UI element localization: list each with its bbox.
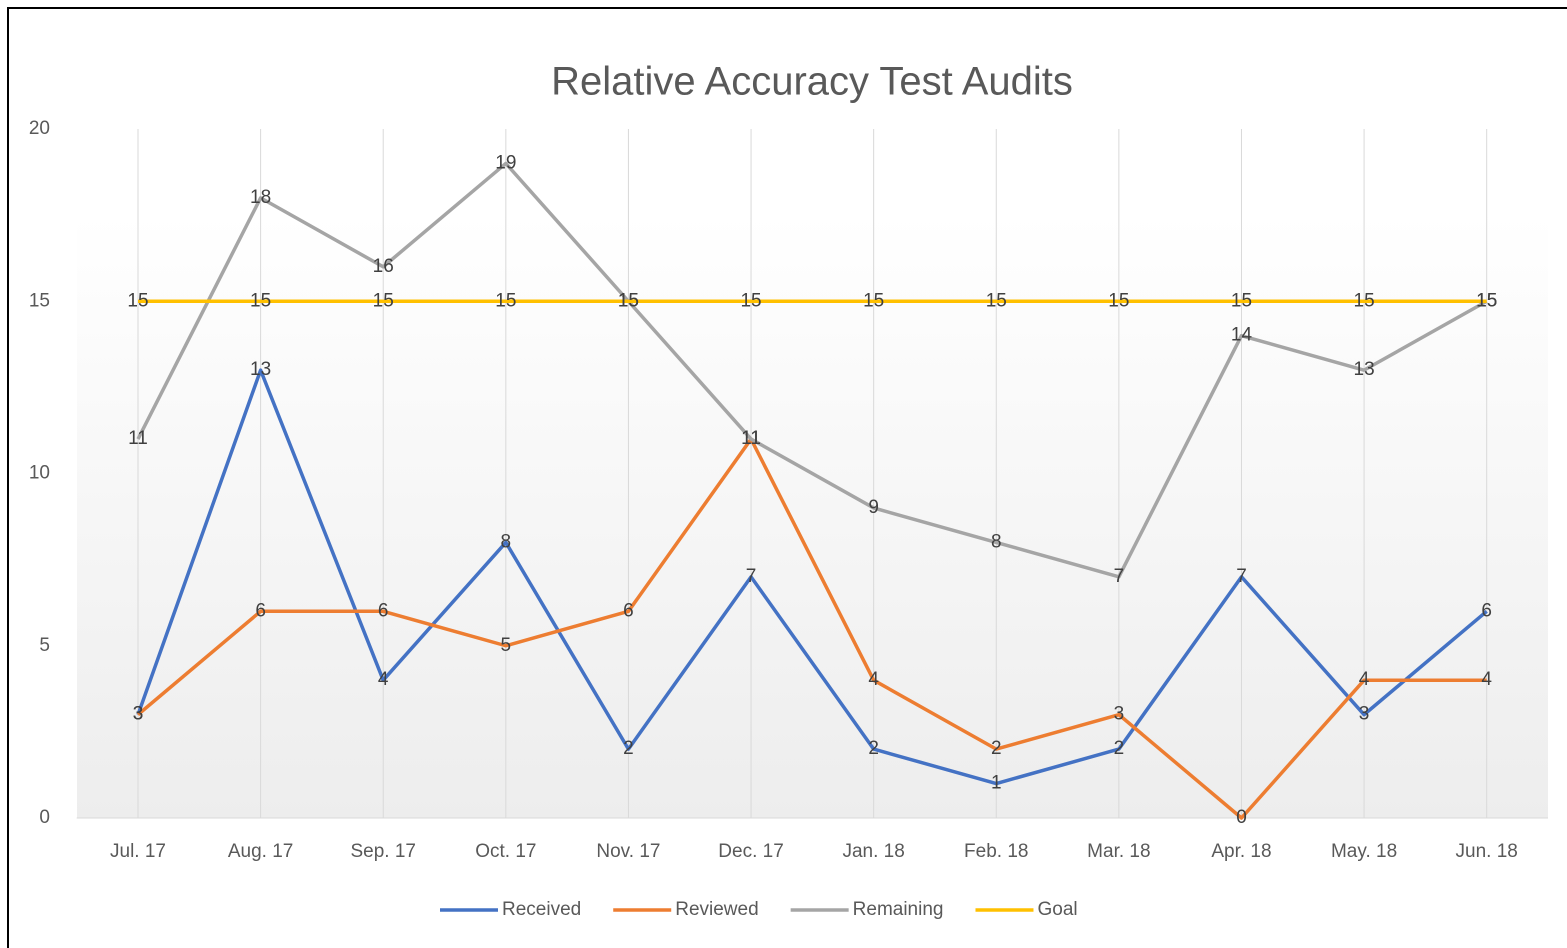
data-label: 15 [127,290,148,311]
x-tick-label: Jun. 18 [1456,841,1518,862]
x-tick-label: Feb. 18 [964,841,1028,862]
legend-label: Reviewed [675,899,758,920]
data-label: 8 [501,531,512,552]
x-tick-label: Mar. 18 [1087,841,1150,862]
y-tick-label: 20 [29,118,50,139]
data-label: 15 [863,290,884,311]
data-label: 19 [495,152,516,173]
series-line [136,368,1488,786]
data-label: 3 [133,704,144,725]
chart-title: Relative Accuracy Test Audits [551,60,1073,104]
data-label: 4 [1359,669,1370,690]
data-label: 15 [1476,290,1497,311]
data-label: 11 [741,428,761,449]
x-tick-label: Nov. 17 [596,841,660,862]
data-label: 1 [991,773,1002,794]
data-label: 2 [868,738,879,759]
data-label: 6 [255,600,266,621]
data-label: 3 [133,704,144,725]
data-label: 15 [1231,290,1252,311]
data-label: 5 [501,635,512,656]
data-label: 15 [1108,290,1129,311]
x-tick-label: Oct. 17 [475,841,536,862]
legend-label: Remaining [853,899,944,920]
data-label: 4 [868,669,879,690]
y-tick-label: 5 [39,635,50,656]
data-label: 7 [746,566,757,587]
legend-label: Received [502,899,581,920]
data-label: 6 [378,600,389,621]
data-label: 4 [1481,669,1492,690]
x-tick-label: Apr. 18 [1211,841,1271,862]
data-label: 0 [1236,807,1247,828]
data-label: 7 [1114,566,1125,587]
plot-background [77,215,1548,818]
data-label: 16 [373,256,394,277]
y-tick-label: 0 [39,807,50,828]
data-label: 14 [1231,325,1253,346]
data-label: 13 [1354,359,1375,380]
data-label: 15 [1476,290,1497,311]
data-label: 13 [250,359,271,380]
data-label: 15 [618,290,639,311]
x-tick-label: Jul. 17 [110,841,166,862]
y-tick-label: 10 [29,463,50,484]
data-label: 6 [623,600,634,621]
data-label: 3 [1114,704,1125,725]
data-label: 15 [1354,290,1375,311]
series-line [136,161,1488,579]
x-tick-label: Dec. 17 [718,841,783,862]
data-label: 2 [1114,738,1125,759]
data-label: 15 [495,290,516,311]
x-tick-label: Aug. 17 [228,841,294,862]
series-line [136,437,1487,820]
data-label: 15 [618,290,639,311]
x-tick-label: May. 18 [1331,841,1397,862]
data-label: 2 [991,738,1002,759]
data-label: 2 [623,738,634,759]
data-label: 15 [250,290,271,311]
legend-label: Goal [1037,899,1077,920]
x-tick-label: Jan. 18 [842,841,904,862]
x-tick-label: Sep. 17 [350,841,416,862]
data-label: 15 [986,290,1007,311]
data-label: 9 [868,497,879,518]
data-label: 15 [740,290,761,311]
data-label: 6 [1481,600,1492,621]
data-label: 18 [250,187,271,208]
y-tick-label: 15 [29,290,50,311]
data-label: 8 [991,531,1002,552]
data-label: 7 [1236,566,1247,587]
data-label: 4 [378,669,389,690]
data-label: 11 [741,428,761,449]
data-label: 15 [373,290,394,311]
data-label: 11 [128,428,148,449]
data-label: 3 [1359,704,1370,725]
